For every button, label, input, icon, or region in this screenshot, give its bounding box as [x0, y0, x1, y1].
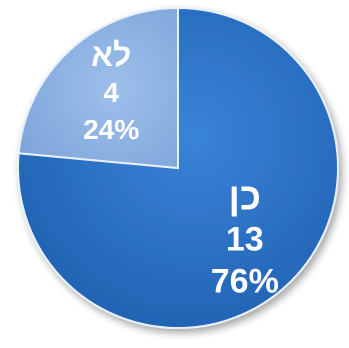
- slice-0-name-label: כן: [229, 176, 262, 218]
- slice-1-name-label: לא: [91, 37, 131, 73]
- slice-1-percent-label: 24%: [83, 114, 139, 145]
- slice-0-value-label: 13: [226, 220, 264, 258]
- pie-slice-1: [17, 6, 179, 170]
- pie-slices: [17, 6, 339, 329]
- slice-1-value-label: 4: [103, 77, 119, 108]
- slice-0-percent-label: 76%: [211, 262, 279, 300]
